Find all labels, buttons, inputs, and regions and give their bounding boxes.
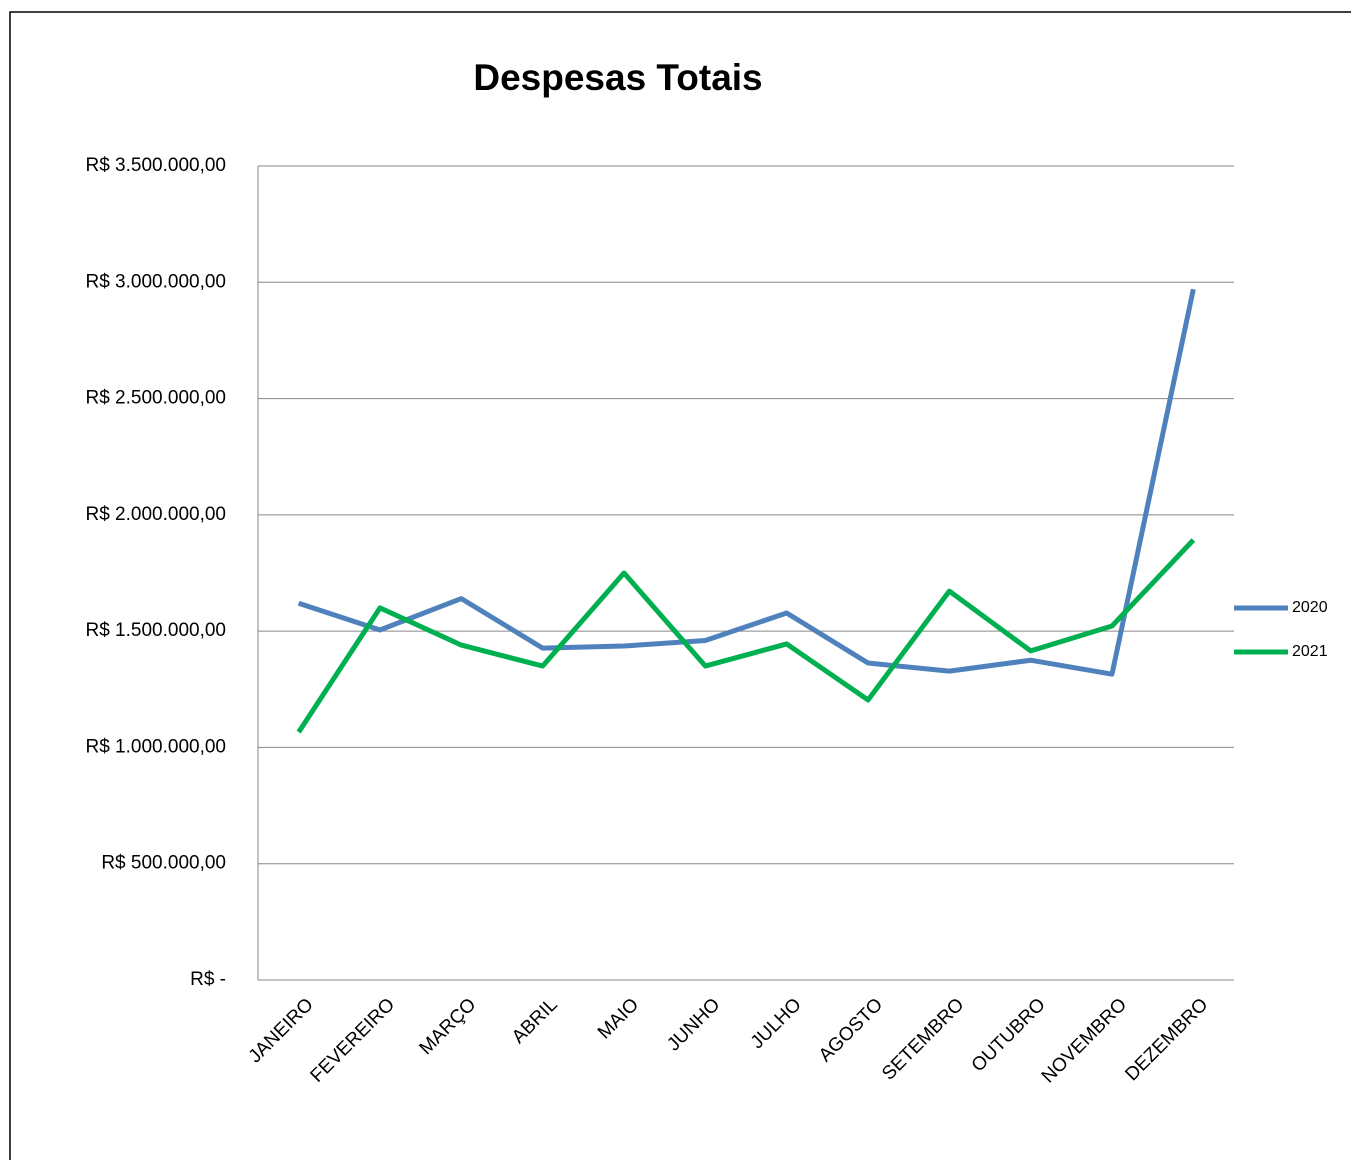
y-tick-label: R$ - (190, 969, 226, 990)
line-series (296, 538, 1196, 734)
legend-label: 2021 (1292, 643, 1328, 660)
y-tick-label: R$ 3.000.000,00 (85, 271, 226, 292)
y-tick-label: R$ 1.500.000,00 (85, 620, 226, 641)
line-series (297, 288, 1196, 677)
y-tick-label: R$ 500.000,00 (101, 853, 226, 874)
y-tick-label: R$ 1.000.000,00 (85, 736, 226, 757)
y-tick-label: R$ 2.500.000,00 (85, 388, 226, 409)
y-tick-label: R$ 2.000.000,00 (85, 504, 226, 525)
y-tick-label: R$ 3.500.000,00 (85, 155, 226, 176)
chart-title: Despesas Totais (473, 57, 762, 98)
legend-label: 2020 (1292, 599, 1328, 616)
chart-border (9, 11, 1351, 1160)
